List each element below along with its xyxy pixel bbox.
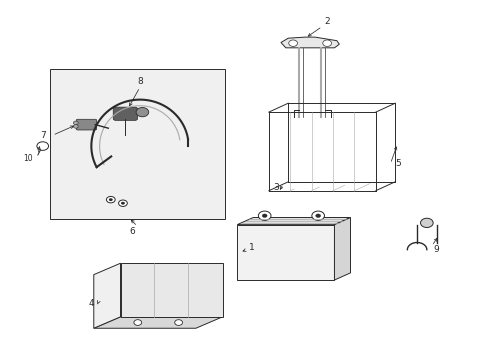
FancyBboxPatch shape: [113, 107, 137, 120]
Circle shape: [174, 320, 182, 325]
Text: 10: 10: [23, 154, 33, 163]
Circle shape: [118, 200, 127, 206]
Polygon shape: [94, 317, 222, 328]
Text: 1: 1: [248, 243, 254, 252]
Text: 7: 7: [40, 131, 45, 140]
Circle shape: [136, 108, 148, 117]
Text: 5: 5: [394, 159, 400, 168]
Bar: [50, 69, 224, 219]
Text: 6: 6: [129, 227, 135, 236]
Polygon shape: [237, 217, 350, 225]
Circle shape: [134, 320, 142, 325]
Text: 9: 9: [433, 245, 439, 254]
Text: 4: 4: [88, 299, 94, 308]
FancyBboxPatch shape: [76, 119, 97, 130]
Polygon shape: [120, 263, 222, 317]
Text: 8: 8: [137, 77, 142, 86]
Polygon shape: [94, 263, 120, 328]
Polygon shape: [281, 37, 339, 48]
Circle shape: [106, 197, 115, 203]
Circle shape: [420, 218, 432, 228]
Circle shape: [73, 121, 78, 125]
Text: 3: 3: [273, 183, 279, 192]
Circle shape: [73, 125, 78, 128]
Circle shape: [311, 211, 324, 220]
Circle shape: [288, 40, 297, 46]
Text: 2: 2: [324, 17, 329, 26]
Circle shape: [315, 214, 320, 217]
Polygon shape: [334, 217, 350, 280]
Circle shape: [109, 198, 113, 201]
Circle shape: [262, 214, 266, 217]
Circle shape: [258, 211, 270, 220]
Polygon shape: [237, 225, 334, 280]
Circle shape: [37, 142, 48, 150]
Circle shape: [322, 40, 331, 46]
Circle shape: [121, 202, 124, 204]
